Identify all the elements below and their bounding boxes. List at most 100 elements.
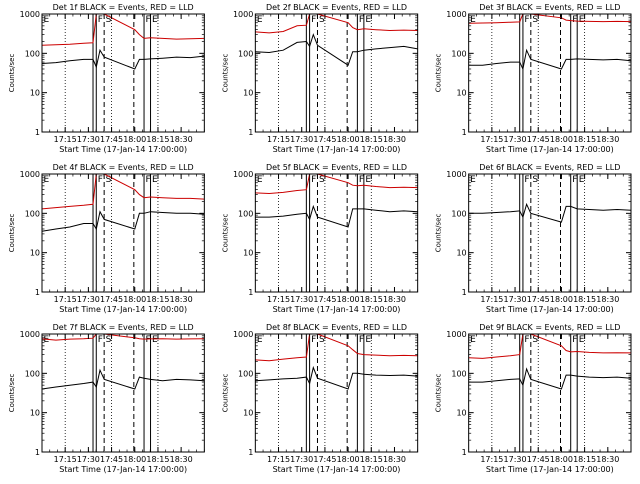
- x-tick-label: 17:15: [480, 295, 503, 304]
- lld-series-line: [255, 173, 418, 195]
- event-marker-label: E: [365, 15, 371, 25]
- y-tick-label: 100: [238, 369, 253, 378]
- plot-frame: [468, 13, 632, 133]
- y-tick-label: 1: [462, 448, 467, 457]
- lld-series-line: [41, 173, 205, 210]
- event-marker-label: F: [311, 335, 316, 345]
- event-marker-label: F: [359, 175, 364, 185]
- corner-marker-label: E: [470, 335, 476, 345]
- corner-marker-label: E: [44, 335, 50, 345]
- x-tick-label: 17:30: [290, 295, 313, 304]
- y-tick-label: 1000: [446, 170, 466, 179]
- x-tick-label: 17:45: [527, 455, 550, 464]
- y-tick-label: 1000: [20, 10, 40, 19]
- y-tick-label: 1000: [20, 330, 40, 339]
- x-tick-label: 17:30: [504, 295, 527, 304]
- x-tick-label: 18:00: [550, 295, 573, 304]
- x-axis-label: Start Time (17-Jan-14 17:00:00): [486, 305, 614, 314]
- x-axis-label: Start Time (17-Jan-14 17:00:00): [273, 145, 401, 154]
- x-tick-label: 17:30: [504, 455, 527, 464]
- x-axis-label: Start Time (17-Jan-14 17:00:00): [486, 465, 614, 474]
- event-marker-label: E: [152, 175, 158, 185]
- events-series-line: [41, 48, 205, 70]
- x-tick-label: 18:15: [146, 455, 169, 464]
- lld-series-line: [468, 333, 632, 359]
- events-series-line: [41, 368, 205, 390]
- x-tick-label: 17:45: [100, 135, 123, 144]
- lld-series-line: [41, 333, 205, 341]
- event-marker-label: E: [579, 15, 585, 25]
- event-marker-label: F: [146, 175, 151, 185]
- x-tick-label: 17:30: [77, 295, 100, 304]
- x-axis-label: Start Time (17-Jan-14 17:00:00): [486, 145, 614, 154]
- corner-marker-label: E: [44, 15, 50, 25]
- x-tick-label: 17:30: [290, 455, 313, 464]
- x-tick-label: 18:15: [360, 455, 383, 464]
- x-tick-label: 17:45: [313, 455, 336, 464]
- plot-frame: [41, 333, 205, 453]
- y-tick-label: 1: [248, 288, 253, 297]
- event-marker-label: F: [98, 175, 103, 185]
- event-marker-label: S: [319, 15, 325, 25]
- lld-series-line: [468, 13, 632, 24]
- x-tick-label: 18:30: [170, 135, 193, 144]
- corner-marker-label: E: [470, 15, 476, 25]
- x-tick-label: 18:15: [573, 455, 596, 464]
- event-marker-label: S: [106, 175, 112, 185]
- plot-frame: [468, 333, 632, 453]
- y-tick-label: 1: [35, 128, 40, 137]
- y-tick-label: 10: [243, 249, 253, 258]
- x-tick-label: 18:30: [383, 455, 406, 464]
- x-tick-label: 17:30: [77, 455, 100, 464]
- x-tick-label: 17:45: [527, 135, 550, 144]
- event-marker-label: E: [152, 15, 158, 25]
- y-tick-label: 10: [456, 89, 466, 98]
- lld-series-line: [255, 333, 418, 362]
- x-tick-label: 18:00: [337, 135, 360, 144]
- y-tick-label: 100: [25, 209, 40, 218]
- y-tick-label: 100: [25, 49, 40, 58]
- y-tick-label: 100: [238, 209, 253, 218]
- x-tick-label: 17:45: [313, 295, 336, 304]
- y-axis-label: Counts/sec: [435, 374, 443, 413]
- y-tick-label: 100: [238, 49, 253, 58]
- event-marker-label: F: [572, 335, 577, 345]
- x-tick-label: 17:30: [290, 135, 313, 144]
- x-tick-label: 17:15: [267, 455, 290, 464]
- corner-marker-label: E: [470, 175, 476, 185]
- event-marker-label: S: [319, 175, 325, 185]
- x-tick-label: 18:30: [596, 455, 619, 464]
- x-tick-label: 18:30: [170, 295, 193, 304]
- event-marker-label: F: [572, 175, 577, 185]
- event-marker-label: S: [106, 15, 112, 25]
- x-tick-label: 18:00: [337, 295, 360, 304]
- x-tick-label: 18:15: [146, 295, 169, 304]
- y-tick-label: 10: [30, 409, 40, 418]
- y-tick-label: 100: [25, 369, 40, 378]
- x-axis-label: Start Time (17-Jan-14 17:00:00): [59, 145, 187, 154]
- x-tick-label: 17:45: [100, 455, 123, 464]
- corner-marker-label: E: [257, 15, 263, 25]
- event-marker-label: S: [106, 335, 112, 345]
- y-tick-label: 1000: [233, 330, 253, 339]
- y-axis-label: Counts/sec: [8, 374, 16, 413]
- y-axis-label: Counts/sec: [221, 374, 229, 413]
- x-tick-label: 18:30: [596, 295, 619, 304]
- x-tick-label: 18:00: [550, 455, 573, 464]
- x-tick-label: 17:15: [267, 135, 290, 144]
- x-axis-label: Start Time (17-Jan-14 17:00:00): [59, 305, 187, 314]
- event-marker-label: F: [359, 15, 364, 25]
- x-tick-label: 18:00: [550, 135, 573, 144]
- event-marker-label: F: [359, 335, 364, 345]
- event-marker-label: S: [532, 15, 538, 25]
- x-tick-label: 18:30: [383, 295, 406, 304]
- x-tick-label: 17:15: [54, 295, 77, 304]
- y-tick-label: 1: [248, 448, 253, 457]
- events-series-line: [468, 367, 632, 390]
